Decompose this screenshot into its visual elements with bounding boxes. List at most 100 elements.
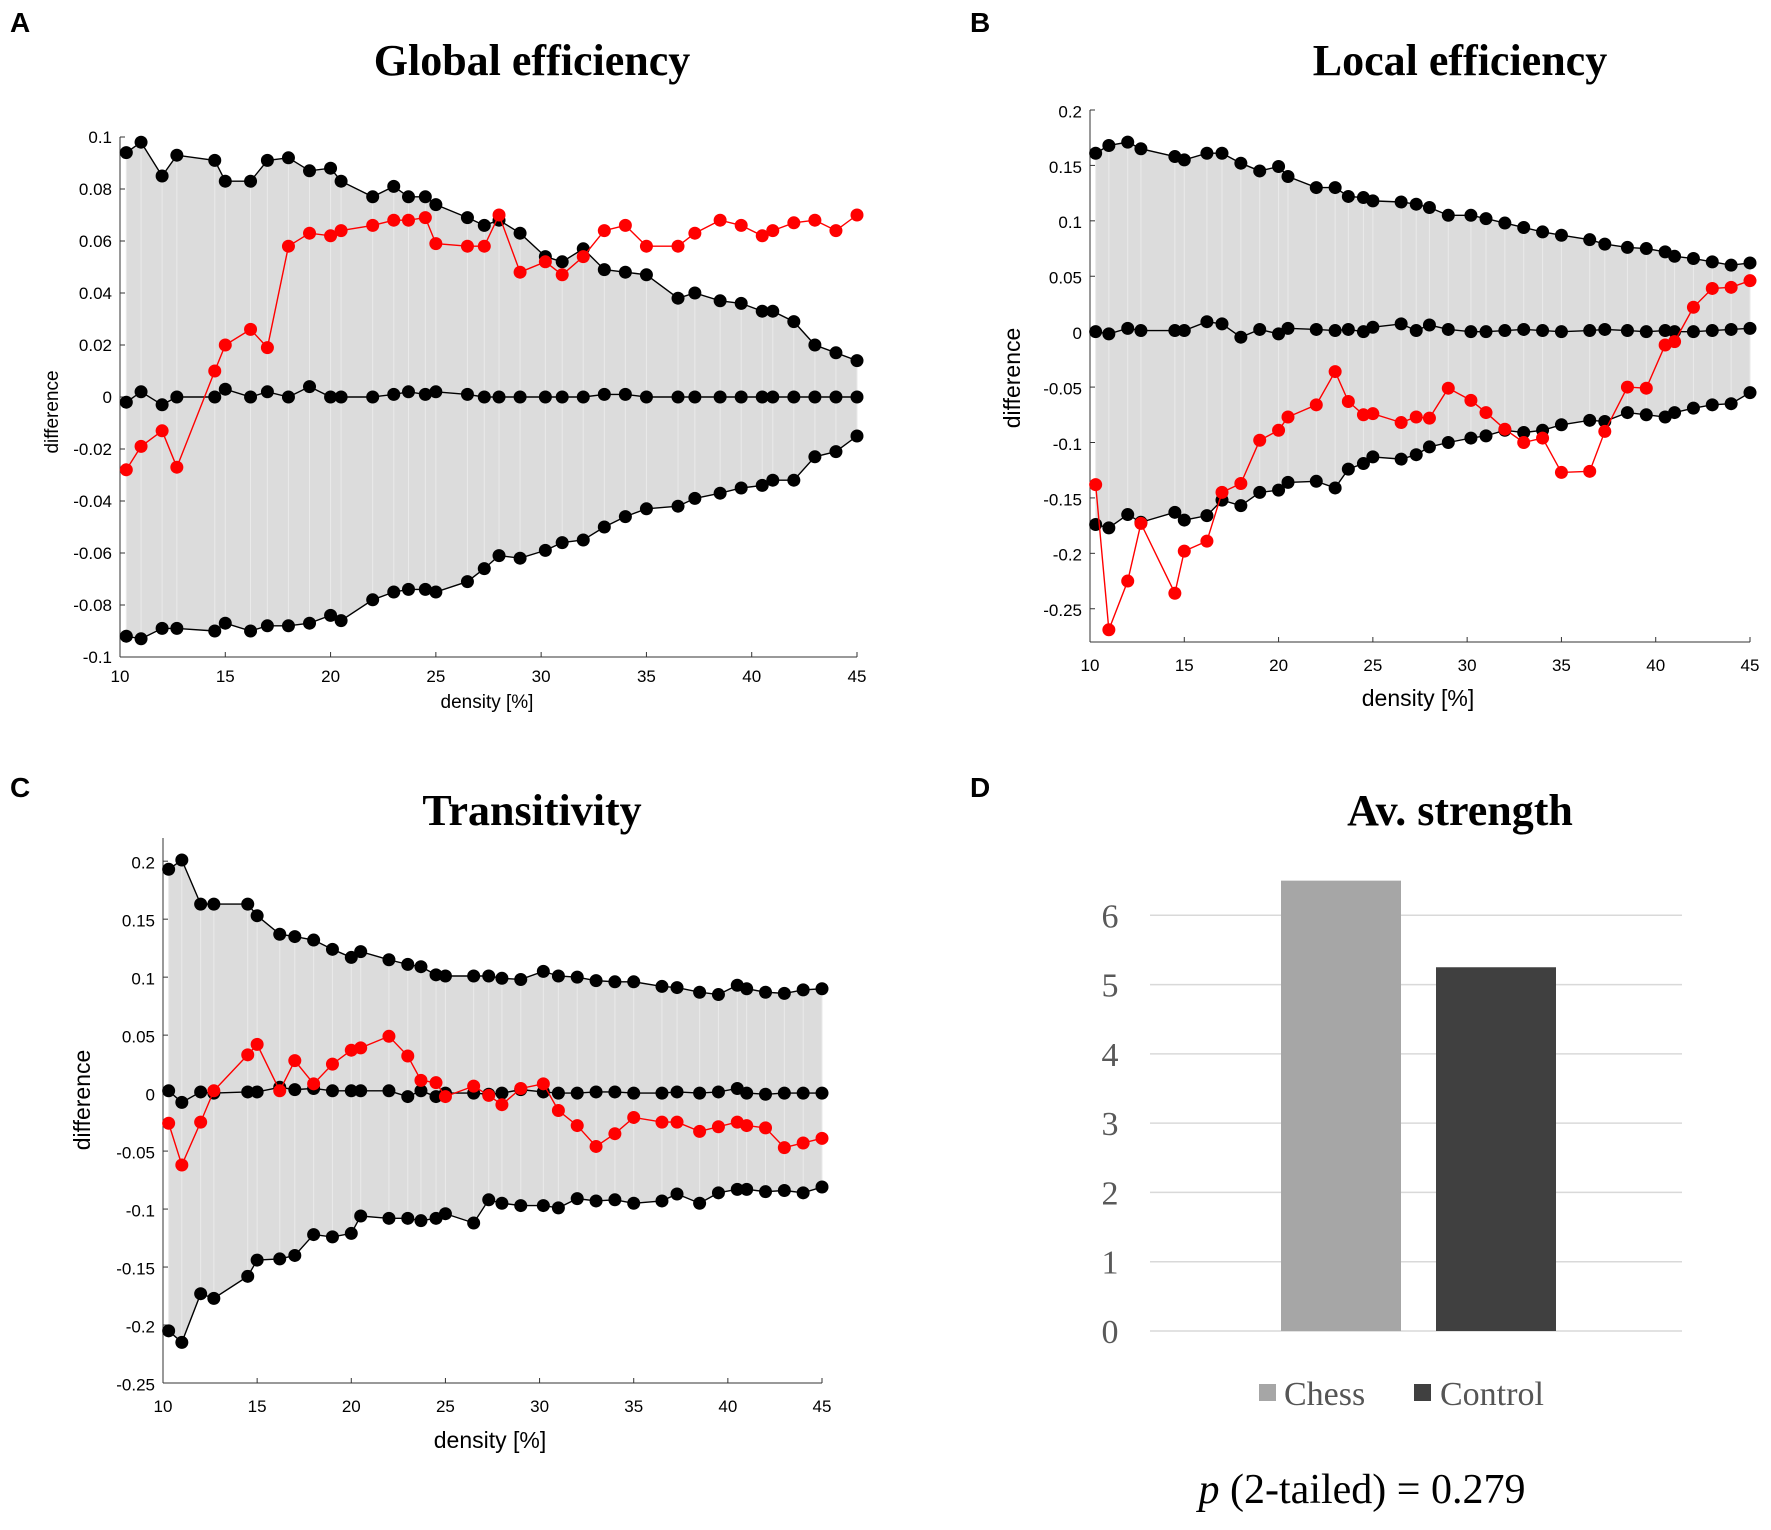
point-lower-bound — [538, 543, 552, 557]
point-observed — [1479, 406, 1493, 420]
point-upper-bound — [325, 942, 339, 956]
point-observed — [627, 1110, 641, 1124]
x-tick-label: 20 — [321, 667, 340, 686]
point-mean — [570, 1086, 584, 1100]
point-upper-bound — [208, 153, 222, 167]
point-observed — [366, 218, 380, 232]
point-observed — [514, 1081, 528, 1095]
legend-label-control: Control — [1440, 1376, 1544, 1413]
point-lower-bound — [713, 486, 727, 500]
point-lower-bound — [1356, 457, 1370, 471]
panel-label-b: B — [970, 7, 990, 38]
point-mean — [1583, 324, 1597, 338]
point-mean — [382, 1084, 396, 1098]
bar-control — [1436, 967, 1556, 1331]
point-mean — [693, 1086, 707, 1100]
point-upper-bound — [482, 969, 496, 983]
point-upper-bound — [382, 953, 396, 967]
point-observed — [1177, 544, 1191, 558]
point-observed — [1394, 416, 1408, 430]
point-upper-bound — [850, 354, 864, 368]
y-tick-label: -0.25 — [1043, 601, 1082, 620]
point-mean — [401, 385, 415, 399]
point-upper-bound — [170, 148, 184, 162]
point-mean — [618, 387, 632, 401]
point-upper-bound — [218, 174, 232, 188]
point-observed — [1441, 381, 1455, 395]
point-observed — [155, 424, 169, 438]
point-observed — [1272, 423, 1286, 437]
point-mean — [418, 387, 432, 401]
point-upper-bound — [429, 198, 443, 212]
point-observed — [1583, 464, 1597, 478]
y-tick-label: 0.05 — [122, 1027, 155, 1046]
point-upper-bound — [670, 981, 684, 995]
point-mean — [1724, 322, 1738, 336]
point-observed — [1089, 478, 1103, 492]
point-upper-bound — [1366, 194, 1380, 208]
point-mean — [1554, 325, 1568, 339]
point-mean — [170, 390, 184, 404]
point-mean — [366, 390, 380, 404]
point-mean — [244, 390, 258, 404]
point-lower-bound — [218, 616, 232, 630]
point-upper-bound — [307, 933, 321, 947]
point-observed — [162, 1116, 176, 1130]
point-lower-bound — [627, 1196, 641, 1210]
point-observed — [429, 237, 443, 251]
point-lower-bound — [688, 491, 702, 505]
point-upper-bound — [288, 930, 302, 944]
point-mean — [1464, 325, 1478, 339]
point-lower-bound — [815, 1180, 829, 1194]
point-observed — [175, 1158, 189, 1172]
point-lower-bound — [1479, 429, 1493, 443]
point-lower-bound — [1281, 475, 1295, 489]
point-lower-bound — [438, 1207, 452, 1221]
point-observed — [1309, 398, 1323, 412]
point-lower-bound — [1309, 474, 1323, 488]
point-observed — [1536, 431, 1550, 445]
point-lower-bound — [170, 621, 184, 635]
point-observed — [777, 1141, 791, 1155]
point-upper-bound — [1215, 146, 1229, 160]
legend-swatch-control — [1414, 1384, 1431, 1401]
point-lower-bound — [244, 624, 258, 638]
point-upper-bound — [555, 255, 569, 269]
point-upper-bound — [401, 190, 415, 204]
point-mean — [414, 1084, 428, 1098]
point-observed — [194, 1115, 208, 1129]
point-mean — [829, 390, 843, 404]
point-mean — [1177, 324, 1191, 338]
point-mean — [1422, 318, 1436, 332]
point-mean — [759, 1087, 773, 1101]
chart-title-transitivity: Transitivity — [422, 786, 641, 835]
point-upper-bound — [273, 927, 287, 941]
x-tick-label: 45 — [1741, 656, 1760, 675]
point-observed — [207, 1084, 221, 1098]
point-lower-bound — [755, 478, 769, 492]
point-lower-bound — [207, 1291, 221, 1305]
point-observed — [303, 226, 317, 240]
point-observed — [1102, 623, 1116, 637]
point-observed — [711, 1120, 725, 1134]
point-upper-bound — [777, 986, 791, 1000]
point-mean — [538, 390, 552, 404]
point-mean — [1498, 324, 1512, 338]
point-observed — [618, 218, 632, 232]
point-lower-bound — [303, 616, 317, 630]
x-axis-label-transitivity: density [%] — [434, 1427, 547, 1453]
point-upper-bound — [1121, 135, 1135, 149]
point-upper-bound — [162, 862, 176, 876]
point-mean — [787, 390, 801, 404]
point-mean — [1639, 325, 1653, 339]
point-mean — [766, 390, 780, 404]
point-upper-bound — [366, 190, 380, 204]
point-upper-bound — [627, 975, 641, 989]
x-tick-label: 15 — [1175, 656, 1194, 675]
point-observed — [576, 250, 590, 264]
point-observed — [307, 1077, 321, 1091]
point-observed — [401, 1049, 415, 1063]
point-upper-bound — [1705, 255, 1719, 269]
point-mean — [134, 385, 148, 399]
point-lower-bound — [829, 445, 843, 459]
